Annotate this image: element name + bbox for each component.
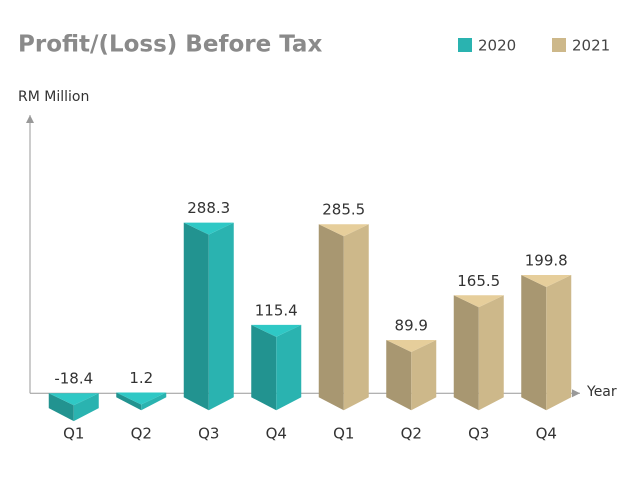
x-axis-label: Year <box>586 384 617 400</box>
bar-right-face <box>208 222 234 411</box>
x-tick-label: Q3 <box>468 425 489 443</box>
y-axis-arrow <box>26 115 34 123</box>
bar-left-face <box>183 222 209 411</box>
bar-top-face <box>386 340 437 353</box>
bar-right-face <box>411 340 437 411</box>
data-label: 1.2 <box>129 369 153 387</box>
bar <box>48 393 99 422</box>
bar <box>521 274 572 411</box>
data-label: 89.9 <box>395 317 428 335</box>
bar-right-face <box>343 224 369 411</box>
bar-left-face <box>48 393 74 422</box>
legend-swatch <box>552 38 566 52</box>
x-tick-label: Q4 <box>266 425 287 443</box>
bar <box>251 324 302 411</box>
bar-left-face <box>453 295 479 411</box>
bar-top-face <box>521 274 572 287</box>
legend-label: 2020 <box>478 37 516 55</box>
x-tick-label: Q4 <box>536 425 557 443</box>
bar-top-face <box>251 324 302 337</box>
x-tick-label: Q2 <box>401 425 422 443</box>
bar-left-face <box>251 324 277 411</box>
data-label: -18.4 <box>54 370 93 388</box>
bar-left-face <box>521 274 547 411</box>
bar <box>453 295 504 411</box>
bar-top-face <box>48 393 99 406</box>
y-axis-label: RM Million <box>18 89 89 105</box>
x-tick-label: Q3 <box>198 425 219 443</box>
bar <box>183 222 234 411</box>
x-tick-label: Q1 <box>333 425 354 443</box>
legend-swatch <box>458 38 472 52</box>
data-label: 285.5 <box>322 201 365 219</box>
bar-right-face <box>546 274 572 411</box>
x-tick-label: Q1 <box>63 425 84 443</box>
data-label: 288.3 <box>187 199 230 217</box>
data-label: 165.5 <box>457 272 500 290</box>
bar-left-face <box>386 340 412 411</box>
bar <box>318 224 369 411</box>
bar-top-face <box>116 392 167 405</box>
bar-right-face <box>478 295 504 411</box>
bar-right-face <box>73 393 99 422</box>
x-axis-arrow <box>572 389 580 398</box>
bar-left-face <box>318 224 344 411</box>
bar <box>116 392 167 411</box>
chart-title: Profit/(Loss) Before Tax <box>18 32 322 58</box>
bar-left-face <box>116 392 142 411</box>
bar-top-face <box>318 224 369 237</box>
bar-right-face <box>141 392 167 411</box>
bar-right-face <box>276 324 302 411</box>
x-tick-label: Q2 <box>131 425 152 443</box>
data-label: 199.8 <box>525 251 568 269</box>
legend-label: 2021 <box>572 37 610 55</box>
bar <box>386 340 437 411</box>
data-label: 115.4 <box>255 301 298 319</box>
bar-top-face <box>183 222 234 235</box>
bar-top-face <box>453 295 504 308</box>
